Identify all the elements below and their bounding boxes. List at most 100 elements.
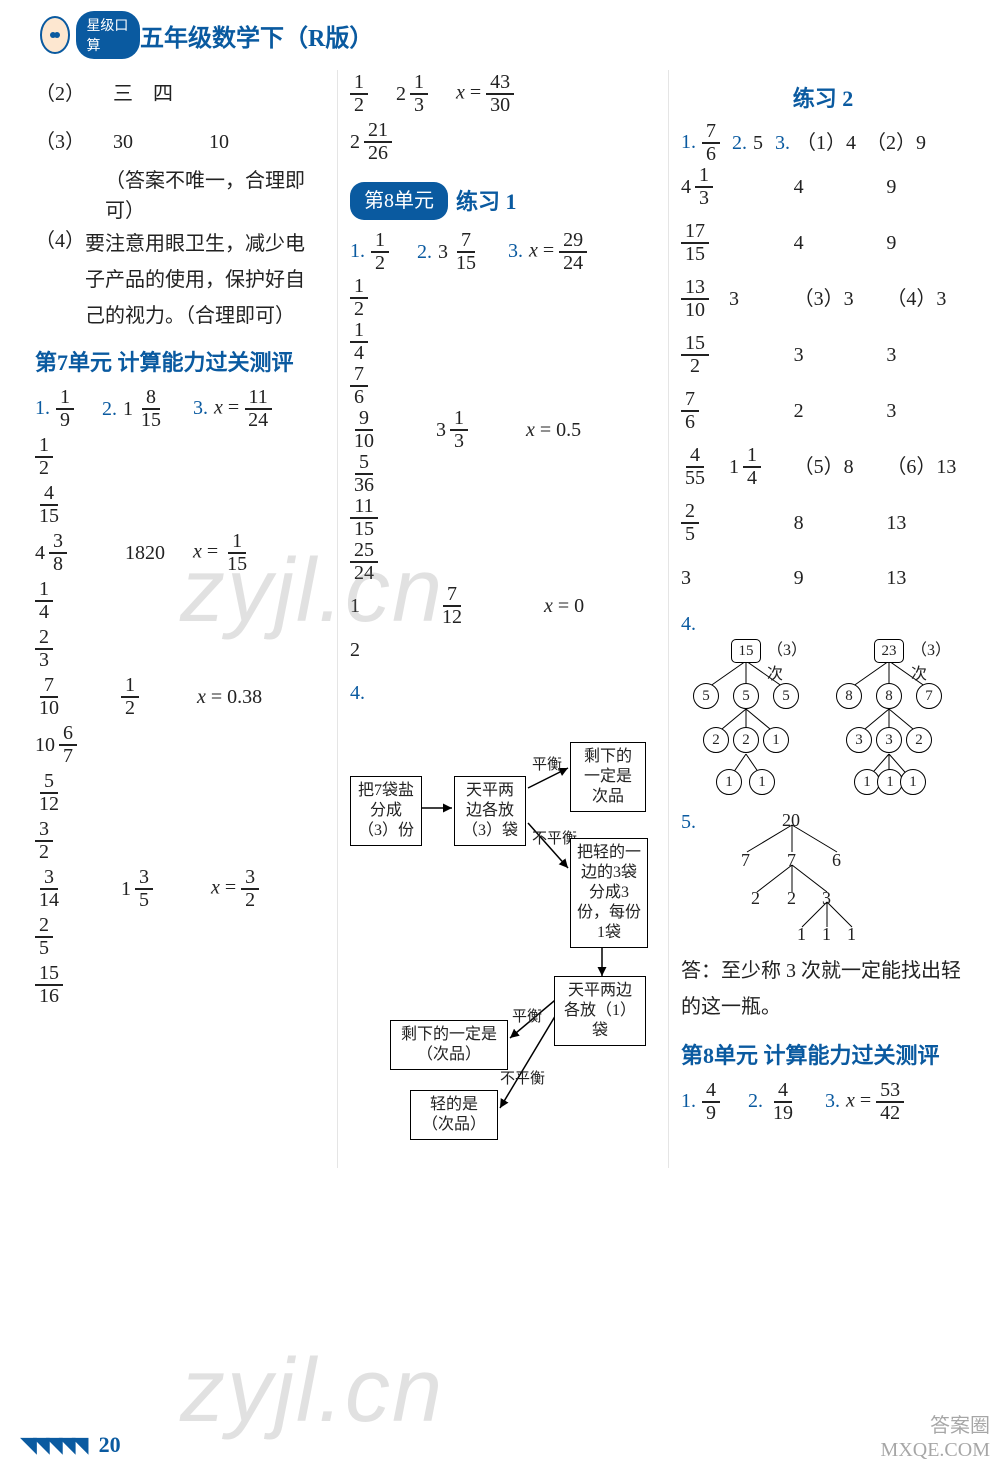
node: 5 — [693, 683, 719, 709]
node: 5 — [773, 683, 799, 709]
c1-l12: 1516 — [35, 961, 319, 1009]
c1-l4: 14 — [35, 577, 319, 625]
node-text: 3 — [822, 885, 831, 912]
c3-q4-label: 4. — [681, 613, 696, 635]
page-header: 星级口算 五年级数学下（R版） — [0, 0, 1000, 70]
node: 2 — [906, 727, 932, 753]
c1-p3b: 10 — [209, 127, 229, 157]
c1-p3: （3）30 10 — [35, 118, 319, 166]
tree-23: 23 （3）次 8 8 7 3 3 2 1 1 1 — [819, 639, 959, 799]
c1-l6: 710 12 x = 0.38 — [35, 673, 319, 721]
c1-p2-text: 三 四 — [113, 79, 173, 109]
c2-l5: 536 — [350, 452, 650, 496]
corner-1: 答案圈 — [881, 1414, 990, 1438]
column-3: 练习 2 1.76 2.5 3.（1）4 （2）9 41349 171549 1… — [668, 70, 965, 1168]
flow-bal1: 平衡 — [532, 754, 562, 777]
node: 1 — [716, 769, 742, 795]
c2-l2: 14 — [350, 320, 650, 364]
c1-l2: 415 — [35, 481, 319, 529]
unit7-title: 第7单元 计算能力过关测评 — [35, 346, 319, 379]
c3-q4: 4. 15 （3）次 5 5 5 2 2 1 1 — [681, 609, 965, 799]
node: 7 — [916, 683, 942, 709]
node: 23 — [874, 639, 904, 663]
node: 1 — [749, 769, 775, 795]
flow-b5: 天平两边各放（1）袋 — [554, 976, 646, 1046]
column-1: （2）三 四 （3）30 10 （答案不唯一，合理即可） （4）要注意用眼卫生，… — [35, 70, 319, 1168]
page-number: 20 — [99, 1432, 121, 1458]
flow-b4: 把轻的一边的3袋分成3份，每份1袋 — [570, 838, 648, 948]
header-title: 五年级数学下（R版） — [140, 18, 373, 53]
node-text: 20 — [782, 807, 800, 834]
c3-q5-answer: 答：至少称 3 次就一定能找出轻的这一瓶。 — [681, 953, 965, 1025]
column-2: 12 213 x = 4330 22126 第8单元 练习 1 1.12 2.3… — [337, 70, 650, 1168]
node: 2 — [703, 727, 729, 753]
node-text: 7 — [787, 847, 796, 874]
tree-15-times: （3）次 — [767, 639, 811, 687]
c2-top2: 22126 — [350, 118, 650, 166]
c2-top1: 12 213 x = 4330 — [350, 70, 650, 118]
c1-l8: 512 — [35, 769, 319, 817]
c3-q5: 5. 20 7 7 6 2 2 3 1 1 1 答：至少称 3 次就一定能找出轻… — [681, 807, 965, 1025]
tree-15: 15 （3）次 5 5 5 2 2 1 1 1 — [681, 639, 811, 799]
c1-r1: 1.19 2.1815 3.x = 1124 — [35, 385, 319, 433]
unit8-eval-title: 第8单元 计算能力过关测评 — [681, 1039, 965, 1072]
node: 8 — [836, 683, 862, 709]
c2-l3: 76 — [350, 364, 650, 408]
c1-l7: 1067 — [35, 721, 319, 769]
c2-l7: 2524 — [350, 540, 650, 584]
watermark-2: zyjl.cn — [180, 1340, 444, 1443]
c2-l9: 2 — [350, 628, 650, 672]
flow-b1: 把7袋盐分成（3）份 — [350, 776, 422, 846]
tree-23-times: （3）次 — [911, 639, 959, 687]
flow-b2: 天平两边各放（3）袋 — [454, 776, 526, 846]
corner-2: MXQE.COM — [881, 1438, 990, 1462]
mascot-bubble: 星级口算 — [76, 11, 140, 59]
c3-grid: 41349 171549 1310 3（3）3（4）3 15233 7623 4… — [681, 165, 965, 599]
page-footer: ◥◥◥◥◥ 20 — [20, 1432, 121, 1458]
ex2-title: 练习 2 — [681, 82, 965, 115]
flow-b7: 轻的是（次品） — [410, 1090, 498, 1140]
flow-b6: 剩下的一定是（次品） — [390, 1020, 508, 1070]
c1-p3a: 30 — [113, 127, 133, 157]
c1-l5: 23 — [35, 625, 319, 673]
c3-q5-label: 5. — [681, 811, 696, 833]
c3-r1: 1.76 2.5 3.（1）4 （2）9 — [681, 121, 965, 165]
c2-l1: 12 — [350, 276, 650, 320]
c1-l10: 314 135 x = 32 — [35, 865, 319, 913]
mascot-face-icon — [40, 16, 70, 54]
unit8-ex1: 练习 1 — [456, 185, 517, 218]
c3-r2: 1.49 2.419 3.x = 5342 — [681, 1078, 965, 1126]
c1-p2: （2）三 四 — [35, 70, 319, 118]
unit8-ex1-line: 第8单元 练习 1 — [350, 182, 650, 220]
node-text: 2 — [751, 885, 760, 912]
node: 3 — [846, 727, 872, 753]
node-text: 6 — [832, 847, 841, 874]
node: 8 — [876, 683, 902, 709]
c1-l9: 32 — [35, 817, 319, 865]
mascot: 星级口算 — [40, 10, 140, 60]
flow-unbal2: 不平衡 — [500, 1068, 545, 1091]
c1-p4: （4）要注意用眼卫生，减少电子产品的使用，保护好自己的视力。（合理即可） — [35, 226, 319, 334]
flow-b3: 剩下的一定是次品 — [570, 742, 646, 812]
node-text: 1 — [847, 921, 856, 948]
columns: （2）三 四 （3）30 10 （答案不唯一，合理即可） （4）要注意用眼卫生，… — [0, 70, 1000, 1168]
node: 5 — [733, 683, 759, 709]
node: 15 — [731, 639, 761, 663]
tree-20: 20 7 7 6 2 2 3 1 1 1 — [707, 807, 877, 947]
node: 2 — [733, 727, 759, 753]
fan-icon: ◥◥◥◥◥ — [20, 1432, 85, 1458]
c1-l11: 25 — [35, 913, 319, 961]
c1-l3: 438 1820 x = 115 — [35, 529, 319, 577]
node-text: 2 — [787, 885, 796, 912]
node: 3 — [876, 727, 902, 753]
corner-mark: 答案圈 MXQE.COM — [881, 1414, 990, 1462]
c1-p3-note: （答案不唯一，合理即可） — [35, 166, 319, 226]
c1-l1: 12 — [35, 433, 319, 481]
c2-r1: 1.12 2.3715 3.x = 2924 — [350, 228, 650, 276]
flowchart: 把7袋盐分成（3）份 天平两边各放（3）袋 平衡 不平衡 剩下的一定是次品 把轻… — [350, 708, 650, 1168]
c2-q4: 4. — [350, 678, 650, 708]
node-text: 1 — [797, 921, 806, 948]
flow-bal2: 平衡 — [512, 1006, 542, 1029]
c2-l6: 1115 — [350, 496, 650, 540]
node: 1 — [763, 727, 789, 753]
